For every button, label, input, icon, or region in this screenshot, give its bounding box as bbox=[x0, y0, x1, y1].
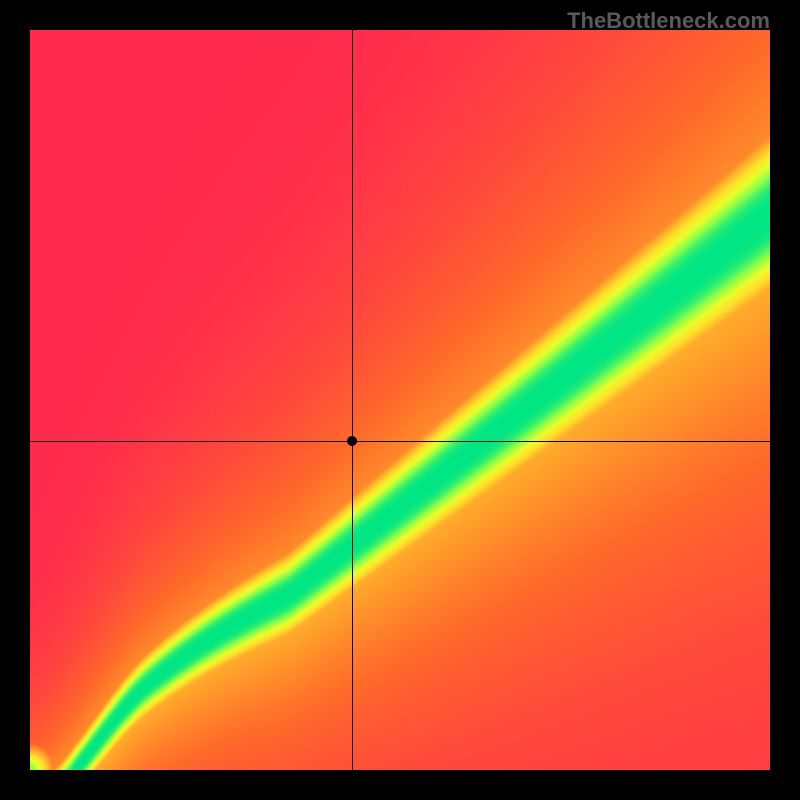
heatmap-canvas bbox=[30, 30, 770, 770]
crosshair-horizontal bbox=[30, 441, 770, 442]
heatmap-plot bbox=[30, 30, 770, 770]
watermark: TheBottleneck.com bbox=[567, 8, 770, 34]
crosshair-vertical bbox=[352, 30, 353, 770]
marker-dot bbox=[347, 436, 357, 446]
